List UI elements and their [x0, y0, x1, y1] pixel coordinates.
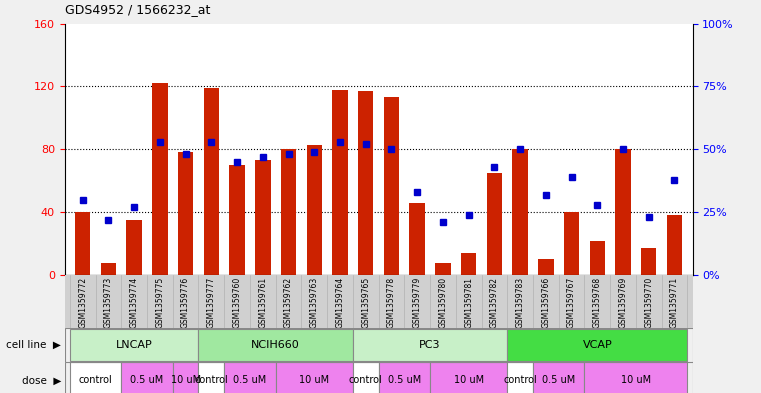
Bar	[435, 263, 451, 275]
Text: GSM1359778: GSM1359778	[387, 277, 396, 328]
Bar	[100, 263, 116, 275]
Text: GSM1359777: GSM1359777	[207, 277, 216, 328]
Text: GSM1359781: GSM1359781	[464, 277, 473, 328]
Text: 10 uM: 10 uM	[454, 375, 484, 385]
Text: GSM1359760: GSM1359760	[233, 277, 241, 328]
Text: NCIH660: NCIH660	[251, 340, 300, 350]
Text: GSM1359783: GSM1359783	[516, 277, 524, 328]
Text: dose  ▶: dose ▶	[21, 375, 61, 386]
Text: 0.5 uM: 0.5 uM	[234, 375, 266, 385]
Text: GSM1359767: GSM1359767	[567, 277, 576, 328]
Text: GSM1359769: GSM1359769	[619, 277, 628, 328]
Text: cell line  ▶: cell line ▶	[6, 340, 61, 350]
Text: GSM1359773: GSM1359773	[104, 277, 113, 328]
Bar	[178, 152, 193, 275]
Text: 10 uM: 10 uM	[621, 375, 651, 385]
Bar	[461, 253, 476, 275]
Bar	[75, 212, 91, 275]
Text: control: control	[78, 375, 113, 385]
Text: GSM1359762: GSM1359762	[284, 277, 293, 328]
Bar	[508, 329, 687, 361]
Text: GSM1359761: GSM1359761	[258, 277, 267, 328]
Bar	[508, 362, 533, 393]
Bar	[409, 203, 425, 275]
Text: GSM1359765: GSM1359765	[361, 277, 371, 328]
Bar	[487, 173, 502, 275]
Text: 0.5 uM: 0.5 uM	[387, 375, 421, 385]
Bar	[616, 149, 631, 275]
Bar	[512, 149, 528, 275]
Bar	[281, 149, 296, 275]
Bar	[533, 362, 584, 393]
Text: GSM1359772: GSM1359772	[78, 277, 88, 328]
Text: GSM1359774: GSM1359774	[129, 277, 139, 328]
Bar	[275, 362, 353, 393]
Text: control: control	[195, 375, 228, 385]
Bar	[173, 362, 199, 393]
Bar	[379, 362, 430, 393]
Text: GSM1359782: GSM1359782	[490, 277, 499, 328]
Bar	[564, 212, 579, 275]
Text: 0.5 uM: 0.5 uM	[542, 375, 575, 385]
Bar	[307, 145, 322, 275]
Text: GSM1359764: GSM1359764	[336, 277, 345, 328]
Bar	[384, 97, 400, 275]
Bar	[641, 248, 657, 275]
Bar	[255, 160, 270, 275]
Text: GSM1359775: GSM1359775	[155, 277, 164, 328]
Bar	[358, 91, 374, 275]
Text: control: control	[503, 375, 537, 385]
Text: GSM1359766: GSM1359766	[541, 277, 550, 328]
Text: 10 uM: 10 uM	[299, 375, 330, 385]
Bar	[353, 329, 508, 361]
Text: VCAP: VCAP	[582, 340, 612, 350]
Text: GSM1359779: GSM1359779	[412, 277, 422, 328]
Text: GDS4952 / 1566232_at: GDS4952 / 1566232_at	[65, 3, 210, 16]
Bar	[121, 362, 173, 393]
Bar	[70, 362, 121, 393]
Bar	[333, 90, 348, 275]
Text: LNCAP: LNCAP	[116, 340, 152, 350]
Bar	[204, 88, 219, 275]
Bar	[538, 259, 553, 275]
Text: PC3: PC3	[419, 340, 441, 350]
Bar	[590, 241, 605, 275]
Text: GSM1359763: GSM1359763	[310, 277, 319, 328]
Bar	[584, 362, 687, 393]
Bar	[152, 83, 167, 275]
Bar	[199, 362, 224, 393]
Text: control: control	[349, 375, 383, 385]
Text: GSM1359780: GSM1359780	[438, 277, 447, 328]
Bar	[224, 362, 275, 393]
Bar	[353, 362, 379, 393]
Bar	[430, 362, 508, 393]
Bar	[70, 329, 199, 361]
Bar	[199, 329, 353, 361]
Bar	[126, 220, 142, 275]
Text: 0.5 uM: 0.5 uM	[130, 375, 164, 385]
Text: 10 uM: 10 uM	[170, 375, 201, 385]
Text: GSM1359776: GSM1359776	[181, 277, 190, 328]
Text: GSM1359768: GSM1359768	[593, 277, 602, 328]
Text: GSM1359770: GSM1359770	[645, 277, 653, 328]
Bar	[229, 165, 245, 275]
Text: GSM1359771: GSM1359771	[670, 277, 679, 328]
Bar	[667, 215, 682, 275]
